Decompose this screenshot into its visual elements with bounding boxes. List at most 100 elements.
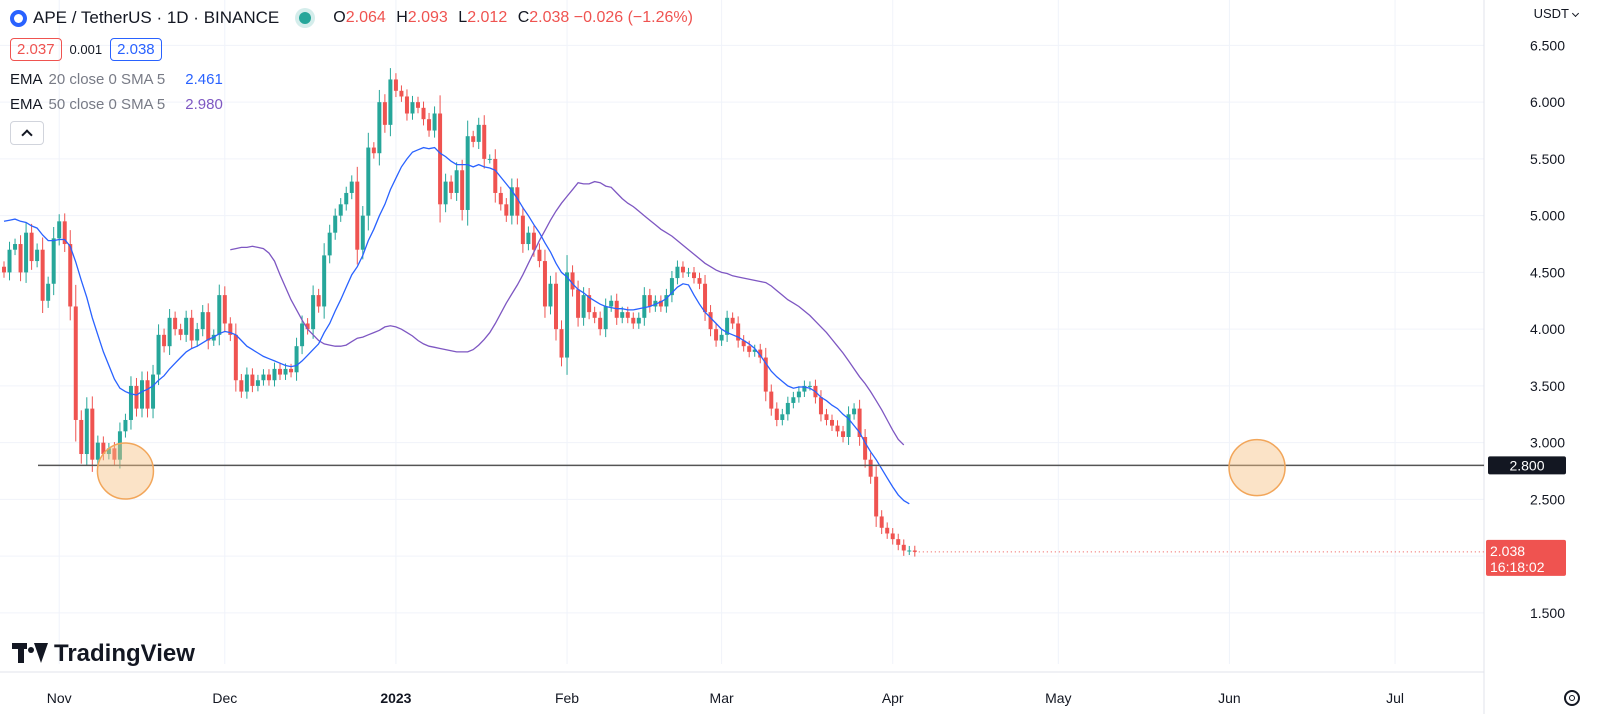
highlight-circle xyxy=(1228,438,1286,497)
candle-body xyxy=(460,170,465,210)
candle-body xyxy=(84,408,89,455)
candle-body xyxy=(278,368,282,375)
candle-body xyxy=(101,442,106,455)
candle-body xyxy=(145,380,150,409)
y-tick-label: 4.000 xyxy=(1530,321,1565,337)
candle-body xyxy=(454,170,459,193)
candle-body xyxy=(46,283,51,301)
change-value: −0.026 (−1.26%) xyxy=(573,9,693,26)
candle-body xyxy=(393,79,398,91)
x-tick-label: Jun xyxy=(1218,690,1241,706)
candle-body xyxy=(537,249,542,262)
candle-body xyxy=(410,102,415,114)
ohlc-values: O2.064 H2.093 L2.012 C2.038 −0.026 (−1.2… xyxy=(333,9,693,26)
candle-body xyxy=(620,312,625,318)
symbol-title[interactable]: APE / TetherUS · 1D · BINANCE xyxy=(33,8,280,27)
buy-price-button[interactable]: 2.038 xyxy=(110,38,162,61)
y-tick-label: 5.500 xyxy=(1530,151,1565,167)
candle-body xyxy=(697,278,702,284)
candle-body xyxy=(465,136,470,210)
candle-body xyxy=(504,204,509,216)
candle-body xyxy=(128,385,133,420)
candle-body xyxy=(322,255,327,307)
candle-body xyxy=(18,244,23,273)
candle-body xyxy=(686,272,691,274)
candle-body xyxy=(327,232,332,256)
candle-body xyxy=(796,391,801,398)
candle-body xyxy=(476,124,481,142)
candle-body xyxy=(846,414,851,437)
candle-body xyxy=(780,414,785,420)
candle-body xyxy=(294,346,299,373)
candle-body xyxy=(239,380,244,392)
candle-body xyxy=(763,357,768,392)
candle-body xyxy=(520,215,525,245)
x-tick-label: Nov xyxy=(47,690,72,706)
candle-body xyxy=(79,419,84,455)
candle-body xyxy=(548,283,553,307)
candle-body xyxy=(432,113,437,131)
candle-body xyxy=(222,295,227,324)
candle-body xyxy=(40,249,45,301)
candle-body xyxy=(542,261,547,307)
indicator-ema20[interactable]: EMA 20 close 0 SMA 5 2.461 xyxy=(10,71,223,88)
candle-body xyxy=(907,550,912,552)
candle-body xyxy=(57,221,62,239)
candle-body xyxy=(388,79,393,125)
candle-body xyxy=(2,266,6,273)
market-open-icon xyxy=(299,12,312,24)
candle-body xyxy=(266,374,271,381)
candle-body xyxy=(95,442,100,460)
candle-body xyxy=(692,272,696,279)
candle-body xyxy=(427,119,432,131)
chart-legend: APE / TetherUS · 1D · BINANCE O2.064 H2.… xyxy=(10,6,693,145)
candle-body xyxy=(360,215,365,250)
candle-body xyxy=(587,295,592,313)
candle-body xyxy=(835,425,840,432)
candle-body xyxy=(184,317,189,335)
chevron-down-icon xyxy=(1571,9,1580,18)
settings-gear-icon[interactable] xyxy=(1564,690,1580,706)
candle-body xyxy=(62,221,67,245)
candle-body xyxy=(807,385,812,387)
candle-body xyxy=(747,346,752,352)
candle-body xyxy=(725,317,730,335)
indicator-ema50[interactable]: EMA 50 close 0 SMA 5 2.980 xyxy=(10,96,223,113)
candle-body xyxy=(818,397,823,415)
candle-body xyxy=(311,295,316,330)
candle-body xyxy=(824,414,829,420)
candle-body xyxy=(703,283,708,313)
candle-body xyxy=(890,533,895,540)
candle-body xyxy=(664,295,669,307)
candle-body xyxy=(603,306,608,330)
candle-body xyxy=(498,192,503,205)
candle-body xyxy=(140,380,144,409)
candle-body xyxy=(449,181,454,193)
open-value: 2.064 xyxy=(345,9,386,26)
candle-body xyxy=(51,238,56,284)
candle-body xyxy=(675,266,680,279)
candle-body xyxy=(631,317,636,324)
tradingview-logo[interactable]: TradingView xyxy=(12,640,195,668)
candle-body xyxy=(554,283,558,330)
candle-body xyxy=(117,431,122,460)
candle-body xyxy=(669,278,674,296)
candle-body xyxy=(123,419,128,432)
candle-body xyxy=(206,312,211,341)
candle-body xyxy=(272,368,277,381)
candle-body xyxy=(404,96,409,114)
candle-body xyxy=(366,147,371,216)
candle-body xyxy=(316,295,321,307)
last-price-tag xyxy=(1486,539,1566,576)
candle-body xyxy=(719,334,724,341)
candle-body xyxy=(338,204,343,216)
y-tick-label: 4.500 xyxy=(1530,264,1565,280)
currency-selector[interactable]: USDT xyxy=(1534,6,1580,21)
sell-price-button[interactable]: 2.037 xyxy=(10,38,62,61)
collapse-legend-button[interactable] xyxy=(10,121,44,145)
candle-body xyxy=(680,266,685,273)
candle-body xyxy=(283,368,288,375)
candle-body xyxy=(200,312,205,330)
candle-body xyxy=(68,244,73,307)
